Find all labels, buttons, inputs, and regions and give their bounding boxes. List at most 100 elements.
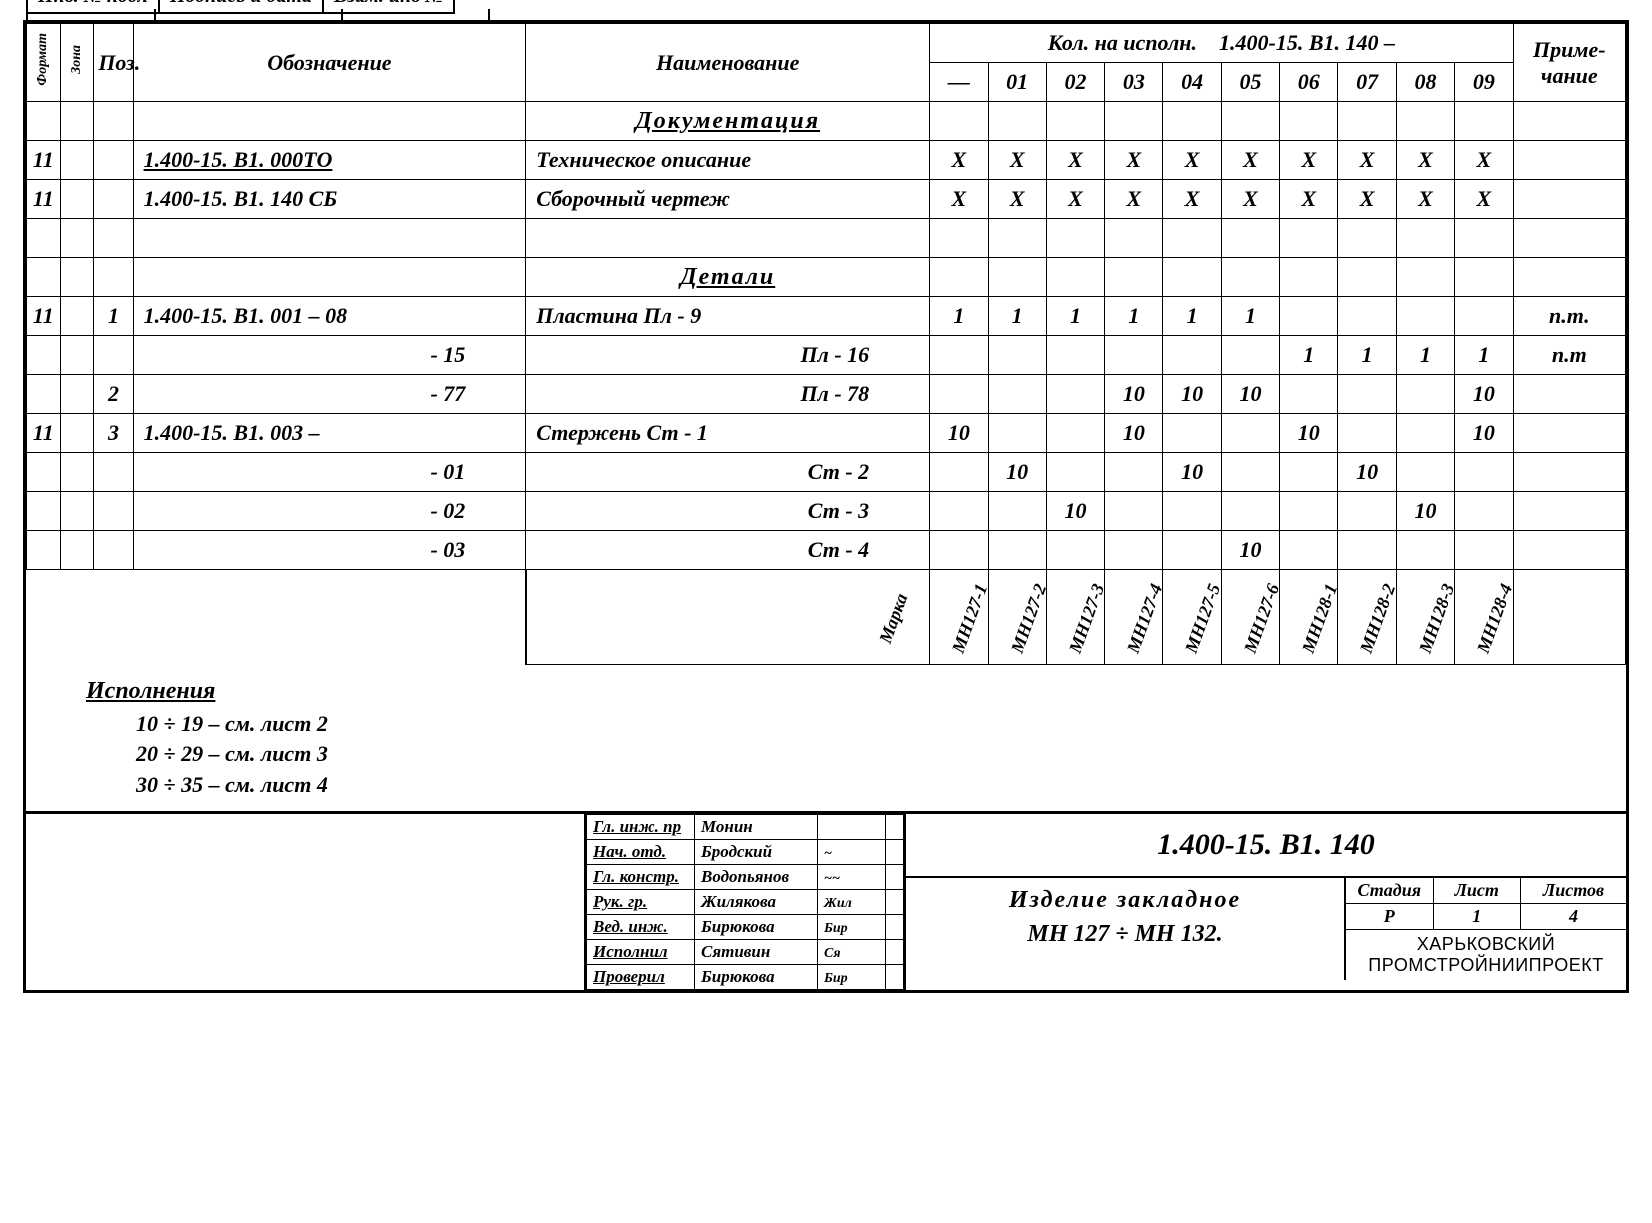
col-format: Формат (35, 33, 51, 86)
row-5-name: Пл - 78 (526, 375, 930, 414)
role-sig-2: ~~ (818, 864, 886, 889)
row-3-q5: 1 (1221, 297, 1279, 336)
row-1-fmt: 11 (27, 180, 61, 219)
row-6-fmt: 11 (27, 414, 61, 453)
row-7-q2 (1046, 453, 1104, 492)
row-9-fmt (27, 531, 61, 570)
role-sig-0 (818, 814, 886, 839)
row-6-note (1513, 414, 1625, 453)
row-6-q5 (1221, 414, 1279, 453)
row-1-desig: 1.400-15. В1. 140 СБ (133, 180, 526, 219)
specification-table: Формат Зона Поз. Обозначение Наименовани… (26, 23, 1626, 665)
row-3-q0: 1 (930, 297, 988, 336)
row-0-q9: Х (1455, 141, 1514, 180)
row-9-q8 (1396, 531, 1454, 570)
meta-v-sheet: 1 (1434, 904, 1522, 929)
row-8-fmt (27, 492, 61, 531)
row-1-q5: Х (1221, 180, 1279, 219)
role-sig-6: Бир (818, 964, 886, 989)
row-5-note (1513, 375, 1625, 414)
row-0-fmt: 11 (27, 141, 61, 180)
row-5-q3: 10 (1105, 375, 1163, 414)
row-1-name: Сборочный чертеж (526, 180, 930, 219)
role-sig-5: Ся (818, 939, 886, 964)
row-2-q5 (1221, 219, 1279, 258)
meta-h-sheets: Листов (1521, 878, 1626, 903)
row-5-q5: 10 (1221, 375, 1279, 414)
row-1-q7: Х (1338, 180, 1396, 219)
row-3-q4: 1 (1163, 297, 1221, 336)
mark-2: МН127-3 (1046, 570, 1104, 665)
row-7-q9 (1455, 453, 1514, 492)
doc-number: 1.400-15. В1. 140 (906, 814, 1626, 878)
row-5-desig: - 77 (133, 375, 526, 414)
section-details: Детали (526, 258, 930, 297)
qty-col-7: 07 (1338, 63, 1396, 102)
meta-h-stage: Стадия (1346, 878, 1434, 903)
row-9-pos (94, 531, 133, 570)
notes-line-3: 30 ÷ 35 – см. лист 4 (86, 770, 546, 801)
row-7-desig: - 01 (133, 453, 526, 492)
row-5-pos: 2 (94, 375, 133, 414)
row-9-note (1513, 531, 1625, 570)
row-4-q4 (1163, 336, 1221, 375)
role-4: Вед. инж. (587, 914, 695, 939)
row-8-q5 (1221, 492, 1279, 531)
row-6-pos: 3 (94, 414, 133, 453)
row-4-name: Пл - 16 (526, 336, 930, 375)
qty-col-9: 09 (1455, 63, 1514, 102)
row-7-q4: 10 (1163, 453, 1221, 492)
mark-3: МН127-4 (1105, 570, 1163, 665)
row-9-q3 (1105, 531, 1163, 570)
col-note: Приме-чание (1513, 24, 1625, 102)
row-3-q8 (1396, 297, 1454, 336)
row-2-fmt (27, 219, 61, 258)
role-2: Гл. констр. (587, 864, 695, 889)
row-8-q1 (988, 492, 1046, 531)
row-3-q1: 1 (988, 297, 1046, 336)
row-0-name: Техническое описание (526, 141, 930, 180)
doc-title: Изделие закладное МН 127 ÷ МН 132. (906, 878, 1346, 980)
row-8-desig: - 02 (133, 492, 526, 531)
meta-v-stage: Р (1346, 904, 1434, 929)
row-3-note: п.т. (1513, 297, 1625, 336)
row-0-pos (94, 141, 133, 180)
row-7-pos (94, 453, 133, 492)
row-7-q0 (930, 453, 988, 492)
row-5-q4: 10 (1163, 375, 1221, 414)
mark-5: МН127-6 (1221, 570, 1279, 665)
col-qty-header: Кол. на исполн. 1.400-15. В1. 140 – (930, 24, 1513, 63)
meta-v-sheets: 4 (1521, 904, 1626, 929)
row-5-q1 (988, 375, 1046, 414)
row-1-q8: Х (1396, 180, 1454, 219)
row-0-q2: Х (1046, 141, 1104, 180)
role-3: Рук. гр. (587, 889, 695, 914)
row-8-pos (94, 492, 133, 531)
row-4-q7: 1 (1338, 336, 1396, 375)
row-3-q7 (1338, 297, 1396, 336)
row-8-q7 (1338, 492, 1396, 531)
row-4-q5 (1221, 336, 1279, 375)
qty-col-6: 06 (1280, 63, 1338, 102)
row-2-q9 (1455, 219, 1514, 258)
row-2-q0 (930, 219, 988, 258)
organization: ХАРЬКОВСКИЙ ПРОМСТРОЙНИИПРОЕКТ (1346, 930, 1626, 980)
role-name-6: Бирюкова (695, 964, 818, 989)
col-name: Наименование (526, 24, 930, 102)
row-8-q0 (930, 492, 988, 531)
col-pos: Поз. (94, 24, 133, 102)
row-6-q9: 10 (1455, 414, 1514, 453)
qty-col-4: 04 (1163, 63, 1221, 102)
row-7-q8 (1396, 453, 1454, 492)
role-sig-3: Жил (818, 889, 886, 914)
row-5-q8 (1396, 375, 1454, 414)
row-8-q9 (1455, 492, 1514, 531)
roles-table: Гл. инж. прМонинНач. отд.Бродский~Гл. ко… (586, 814, 906, 990)
row-3-q3: 1 (1105, 297, 1163, 336)
row-0-q0: Х (930, 141, 988, 180)
row-7-q6 (1280, 453, 1338, 492)
role-0: Гл. инж. пр (587, 814, 695, 839)
notes-title: Исполнения (86, 675, 546, 709)
notes-line-2: 20 ÷ 29 – см. лист 3 (86, 739, 546, 770)
row-1-pos (94, 180, 133, 219)
